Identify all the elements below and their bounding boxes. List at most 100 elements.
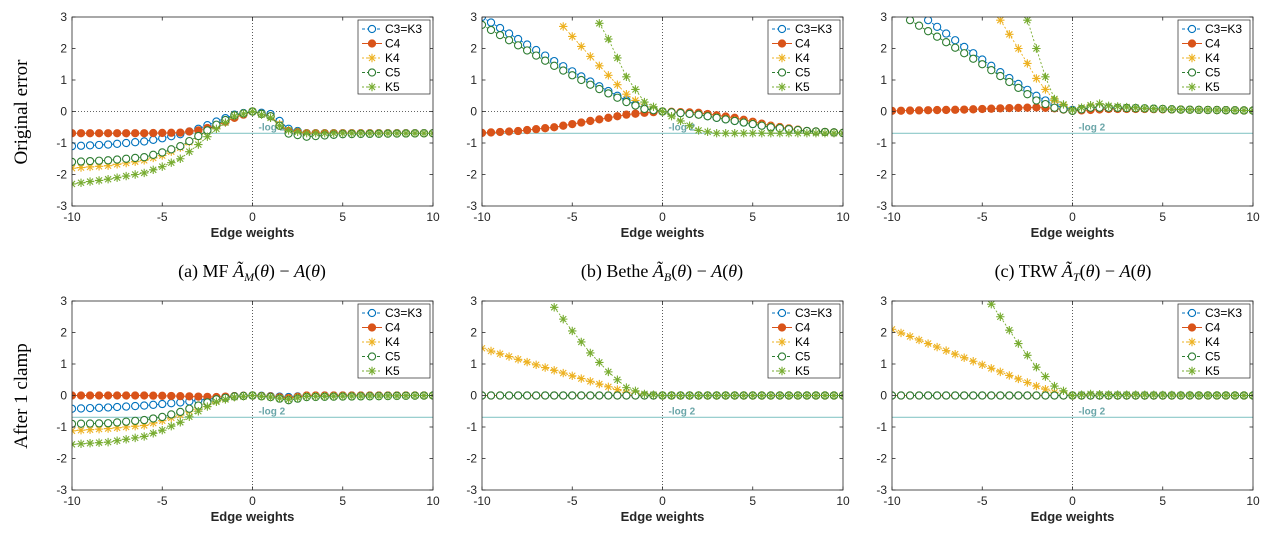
point-K5 bbox=[1113, 390, 1122, 399]
point-C3=K3 bbox=[76, 141, 86, 150]
point-K5 bbox=[275, 121, 284, 130]
point-C5 bbox=[923, 27, 933, 36]
point-C4 bbox=[550, 123, 559, 132]
point-C5 bbox=[1032, 96, 1041, 105]
point-C3=K3 bbox=[122, 138, 131, 148]
point-K4 bbox=[559, 368, 568, 378]
point-K5 bbox=[311, 129, 320, 138]
legend-marker-C3=K3 bbox=[777, 24, 787, 34]
point-C3=K3 bbox=[94, 140, 104, 150]
point-C4 bbox=[495, 127, 505, 137]
point-K4 bbox=[1032, 381, 1041, 391]
point-K5 bbox=[649, 390, 658, 399]
point-C4 bbox=[167, 391, 176, 401]
y-tick-label: -1 bbox=[876, 420, 887, 434]
point-K5 bbox=[559, 314, 568, 324]
legend-label-C5: C5 bbox=[1205, 350, 1221, 364]
point-C5 bbox=[513, 391, 523, 400]
point-C3=K3 bbox=[942, 29, 951, 38]
point-C5 bbox=[739, 118, 748, 127]
point-C5 bbox=[969, 391, 978, 400]
legend-label-C3=K3: C3=K3 bbox=[1205, 22, 1242, 36]
point-C5 bbox=[85, 156, 95, 166]
point-C5 bbox=[905, 17, 915, 25]
x-tick-label: 5 bbox=[1159, 210, 1166, 224]
point-K5 bbox=[586, 348, 595, 358]
point-C5 bbox=[951, 43, 960, 52]
y-tick-label: 2 bbox=[470, 42, 477, 56]
point-K5 bbox=[401, 129, 411, 138]
legend-label-C4: C4 bbox=[385, 321, 401, 335]
point-C5 bbox=[996, 71, 1005, 81]
x-tick-label: -10 bbox=[883, 494, 901, 508]
point-C4 bbox=[914, 106, 924, 115]
legend-label-C5: C5 bbox=[795, 350, 811, 364]
legend-label-K5: K5 bbox=[385, 80, 400, 94]
point-K5 bbox=[167, 158, 176, 167]
point-K5 bbox=[649, 102, 658, 111]
point-K5 bbox=[1032, 44, 1041, 53]
point-C4 bbox=[960, 105, 969, 114]
legend-label-K4: K4 bbox=[385, 335, 400, 349]
point-K4 bbox=[121, 158, 131, 168]
legend-marker-C5 bbox=[777, 352, 787, 361]
point-K5 bbox=[1176, 105, 1185, 114]
point-C4 bbox=[622, 110, 631, 119]
point-C5 bbox=[896, 391, 906, 400]
point-K4 bbox=[914, 335, 924, 345]
point-K4 bbox=[85, 425, 95, 434]
point-K5 bbox=[140, 168, 149, 178]
point-K5 bbox=[94, 438, 104, 447]
point-C4 bbox=[586, 116, 595, 126]
x-tick-label: 0 bbox=[249, 494, 256, 508]
point-K5 bbox=[266, 392, 275, 402]
legend-marker-K5 bbox=[777, 366, 787, 376]
point-C5 bbox=[1041, 99, 1050, 109]
point-K5 bbox=[293, 393, 302, 403]
x-tick-label: 10 bbox=[836, 210, 850, 224]
point-K5 bbox=[1122, 102, 1131, 112]
y-tick-label: 3 bbox=[470, 10, 477, 24]
point-C5 bbox=[586, 391, 595, 400]
point-K4 bbox=[595, 61, 604, 71]
point-K5 bbox=[1059, 100, 1068, 109]
point-C5 bbox=[486, 391, 496, 400]
point-K5 bbox=[130, 170, 140, 179]
point-K5 bbox=[1086, 101, 1095, 110]
point-C4 bbox=[185, 392, 194, 401]
y-tick-label: -2 bbox=[466, 452, 477, 466]
point-K5 bbox=[383, 129, 393, 138]
point-K5 bbox=[685, 121, 694, 130]
point-C5 bbox=[140, 415, 149, 425]
point-K5 bbox=[577, 337, 586, 347]
point-K5 bbox=[1041, 372, 1050, 381]
point-K4 bbox=[941, 346, 951, 355]
point-K5 bbox=[703, 391, 712, 400]
x-tick-label: -5 bbox=[977, 494, 988, 508]
point-C3=K3 bbox=[504, 29, 514, 38]
point-C3=K3 bbox=[112, 139, 122, 148]
point-C4 bbox=[568, 119, 577, 129]
point-K4 bbox=[85, 162, 95, 172]
point-C5 bbox=[1023, 391, 1032, 400]
point-K5 bbox=[1014, 339, 1023, 348]
point-K5 bbox=[1158, 390, 1167, 400]
point-C5 bbox=[914, 391, 924, 400]
point-C4 bbox=[532, 124, 541, 134]
point-K5 bbox=[676, 391, 685, 400]
point-K5 bbox=[284, 395, 293, 404]
point-K4 bbox=[76, 426, 86, 435]
point-K5 bbox=[338, 391, 347, 401]
point-C4 bbox=[486, 128, 496, 137]
x-tick-label: -10 bbox=[883, 210, 901, 224]
point-C5 bbox=[131, 416, 140, 426]
point-K4 bbox=[112, 423, 122, 432]
x-tick-label: 10 bbox=[836, 494, 850, 508]
point-K5 bbox=[1194, 390, 1204, 400]
point-K5 bbox=[1068, 105, 1077, 115]
point-K4 bbox=[586, 52, 595, 61]
point-K5 bbox=[1167, 390, 1176, 400]
log2-label: -log 2 bbox=[259, 406, 286, 417]
